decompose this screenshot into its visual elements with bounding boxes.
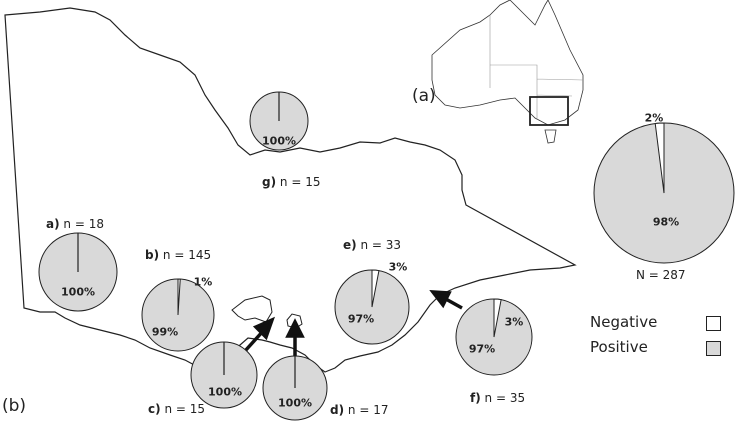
panel-label-a: (a) [412, 86, 436, 106]
victoria-locator-box [529, 96, 569, 126]
pie-b-positive-percent: 99% [151, 325, 179, 339]
pie-total-negative-slice [654, 122, 665, 194]
sample-size: n = 35 [484, 391, 526, 405]
pie-total-sample-label: N = 287 [636, 268, 686, 282]
site-letter: f) [470, 391, 481, 405]
pie-c-positive-percent: 100% [208, 385, 242, 399]
sample-size: n = 17 [347, 403, 389, 417]
pie-d-sample-label: d) n = 17 [330, 403, 388, 417]
pie-charts [38, 91, 735, 421]
pie-a-sample-label: a) n = 18 [46, 217, 104, 231]
sample-size: n = 15 [164, 402, 205, 416]
victoria-outline [4, 7, 577, 373]
site-letter: g) [262, 175, 277, 189]
legend-negative-swatch [706, 316, 721, 331]
pie-d-positive-percent: 100% [278, 396, 312, 410]
western-port [286, 313, 303, 329]
legend-negative-label: Negative [590, 313, 658, 331]
panel-label-b: (b) [2, 396, 27, 416]
sample-size: n = 33 [360, 238, 402, 252]
pie-total-negative-percent: 2% [644, 111, 664, 125]
pie-e-sample-label: e) n = 33 [343, 238, 401, 252]
pie-f-sample-label: f) n = 35 [470, 391, 525, 405]
site-letter: e) [343, 238, 357, 252]
pie-b-negative-percent: 1% [193, 275, 213, 289]
site-letter: c) [148, 402, 161, 416]
pie-f-negative-percent: 3% [504, 315, 524, 329]
pie-total-positive-percent: 98% [652, 215, 680, 229]
pie-g-sample-label: g) n = 15 [262, 175, 320, 189]
sample-size: n = 18 [63, 217, 104, 231]
pie-e-positive-percent: 97% [347, 312, 375, 326]
sample-size: n = 145 [162, 248, 212, 262]
pie-c-sample-label: c) n = 15 [148, 402, 205, 416]
site-letter: d) [330, 403, 345, 417]
pie-f-positive-percent: 97% [468, 342, 496, 356]
pie-b-sample-label: b) n = 145 [145, 248, 211, 262]
pie-a-positive-percent: 100% [61, 285, 95, 299]
pie-g-positive-percent: 100% [262, 134, 296, 148]
site-letter: a) [46, 217, 60, 231]
sample-size: n = 15 [279, 175, 321, 189]
port-phillip-bay [231, 295, 273, 323]
pie-b-negative-slice [177, 278, 181, 316]
pie-e-negative-slice [371, 269, 380, 308]
pie-e-negative-percent: 3% [388, 260, 408, 274]
site-letter: b) [145, 248, 160, 262]
australia-inset-map [431, 0, 584, 144]
legend-positive-swatch [706, 341, 721, 356]
legend-positive-label: Positive [590, 338, 648, 356]
pie-f-negative-slice [493, 298, 502, 338]
sample-size: N = 287 [636, 268, 686, 282]
arrows [243, 290, 463, 356]
